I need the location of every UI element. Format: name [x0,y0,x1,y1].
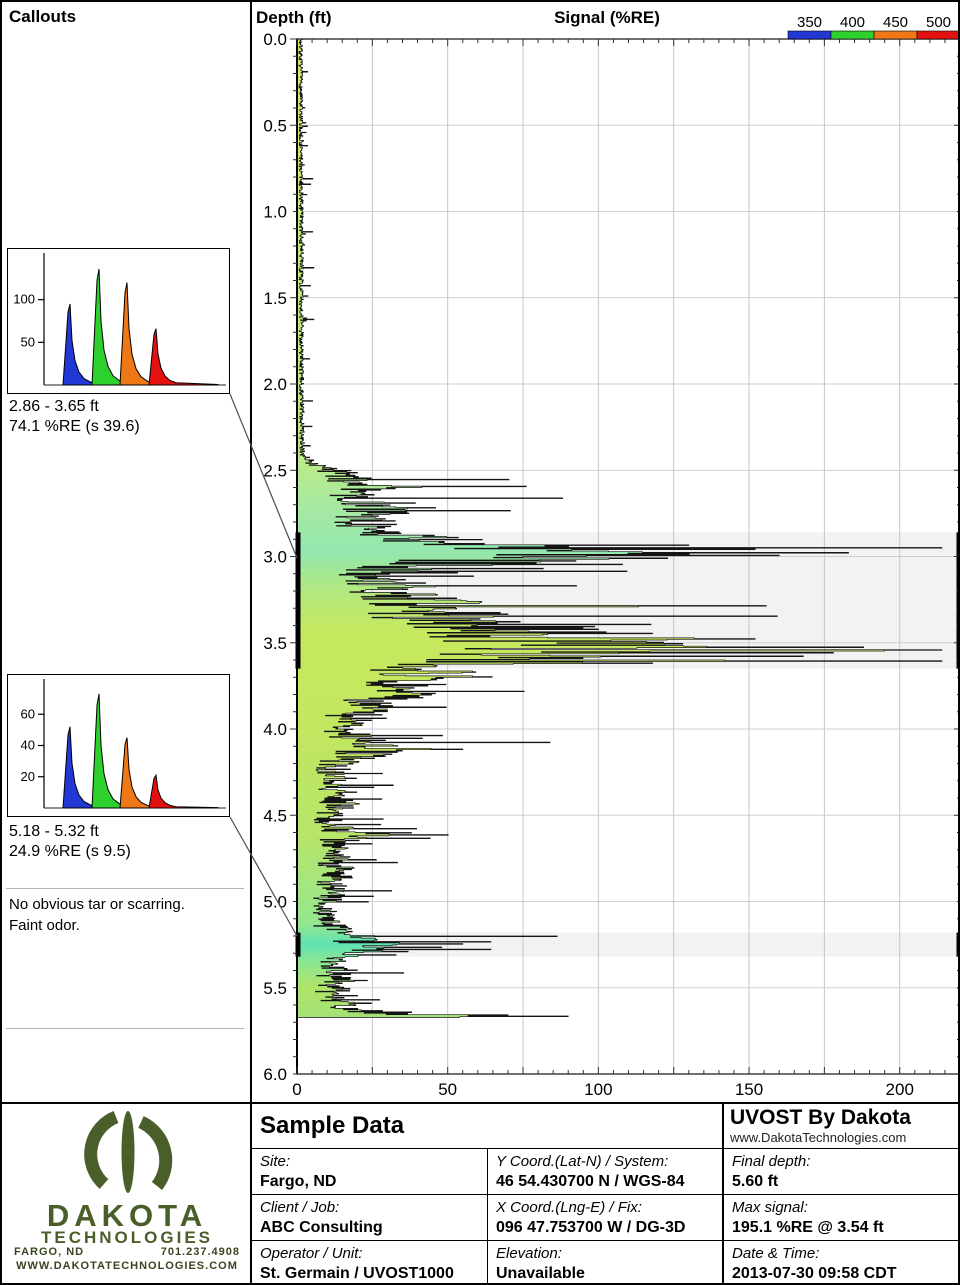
date-time-cell: Date & Time: 2013-07-30 09:58 CDT [722,1240,958,1283]
client-job-value: ABC Consulting [260,1219,383,1236]
callout-waveform-chart-1: 50 100 [13,253,226,386]
y-coord-label: Y Coord.(Lat-N) / System: [496,1153,669,1170]
callout-signal-label-2: 24.9 %RE (s 9.5) [9,843,131,860]
logo-url: www.DakotaTechnologies.com [16,1260,238,1272]
max-signal-value: 195.1 %RE @ 3.54 ft [732,1219,884,1236]
operator-unit-value: St. Germain / UVOST1000 [260,1265,454,1282]
logo-contact-row: Fargo, ND 701.237.4908 [14,1246,240,1258]
logo-name-text: DAKOTA [46,1198,208,1233]
svg-text:20: 20 [21,769,35,784]
svg-text:4.0: 4.0 [263,720,287,739]
depth-log-chart: 0.00.51.01.52.02.53.03.54.04.55.05.56.00… [263,14,958,1099]
spectral-peak-400nm [91,693,126,809]
client-job-label: Client / Job: [260,1199,340,1216]
brand-title: UVOST By Dakota [730,1106,911,1129]
x-coord-label: X Coord.(Lng-E) / Fix: [496,1199,642,1216]
chart-panel: Depth (ft) Signal (%RE) 0.0 0.5 1.0 1.5 2.0 2… [252,2,958,1102]
callout-signal-label-1: 74.1 %RE (s 39.6) [9,418,140,435]
svg-text:2.0: 2.0 [263,375,287,394]
logo-sub-text: TECHNOLOGIES [40,1228,213,1247]
svg-text:150: 150 [735,1080,763,1099]
note-divider-bottom [6,1028,244,1029]
spectral-peak-500nm [148,773,219,809]
final-depth-cell: Final depth: 5.60 ft [722,1148,958,1194]
date-time-value: 2013-07-30 09:58 CDT [732,1265,897,1282]
x-coord-cell: X Coord.(Lng-E) / Fix: 096 47.753700 W /… [487,1194,722,1240]
site-label: Site: [260,1153,291,1170]
y-coord-value: 46 54.430700 N / WGS-84 [496,1173,685,1190]
svg-text:500: 500 [926,14,951,31]
svg-text:6.0: 6.0 [263,1065,287,1084]
svg-text:50: 50 [21,334,35,349]
callout-range-label-1: 2.86 - 3.65 ft [9,398,99,415]
y-coord-cell: Y Coord.(Lat-N) / System: 46 54.430700 N… [487,1148,722,1194]
spectral-peak-450nm [119,737,154,809]
spectral-peak-350nm [62,303,97,386]
signal-axis-title: Signal (%RE) [554,8,660,27]
dakota-logo-icon [84,1110,173,1193]
spectral-peak-400nm [91,268,126,386]
svg-text:3.0: 3.0 [263,548,287,567]
svg-text:1.0: 1.0 [263,203,287,222]
date-time-label: Date & Time: [732,1245,820,1262]
svg-text:3.5: 3.5 [263,634,287,653]
max-signal-label: Max signal: [732,1199,808,1216]
callout-range-label-2: 5.18 - 5.32 ft [9,823,99,840]
callout-box-1: 50 100 [7,248,230,394]
callouts-panel-title: Callouts [9,7,77,26]
svg-text:5.0: 5.0 [263,893,287,912]
svg-text:2.5: 2.5 [263,461,287,480]
site-cell: Site: Fargo, ND [252,1148,487,1194]
callout-note-line-2: Faint odor. [9,917,80,934]
wavelength-colorbar: 350 400 450 500 [787,14,958,40]
callout-waveform-chart-2: 20 40 60 [21,679,226,809]
logo-city: Fargo, ND [14,1246,85,1258]
elevation-cell: Elevation: Unavailable [487,1240,722,1283]
svg-text:350: 350 [797,14,822,31]
signal-trace [297,38,943,1018]
client-job-cell: Client / Job: ABC Consulting [252,1194,487,1240]
svg-text:0.5: 0.5 [263,116,287,135]
svg-text:100: 100 [13,292,35,307]
logo-cell: DAKOTA TECHNOLOGIES Fargo, ND 701.237.49… [2,1102,252,1283]
spectral-peak-350nm [62,726,97,809]
logo-phone: 701.237.4908 [160,1246,240,1258]
svg-text:100: 100 [584,1080,612,1099]
svg-text:5.5: 5.5 [263,979,287,998]
svg-text:450: 450 [883,14,908,31]
final-depth-label: Final depth: [732,1153,811,1170]
svg-text:400: 400 [840,14,865,31]
brand-url: www.DakotaTechnologies.com [730,1130,907,1145]
max-signal-cell: Max signal: 195.1 %RE @ 3.54 ft [722,1194,958,1240]
callouts-panel: Callouts 50 100 2.86 - 3.65 ft 74.1 %RE (… [2,2,252,1102]
svg-text:50: 50 [438,1080,457,1099]
elevation-label: Elevation: [496,1245,562,1262]
svg-text:1.5: 1.5 [263,289,287,308]
final-depth-value: 5.60 ft [732,1173,779,1190]
depth-tick-labels: 0.0 0.5 1.0 1.5 2.0 2.5 3.0 3.5 4.0 4.5 5.0 5.5 6.0 [263,30,287,1084]
spectral-peak-450nm [119,282,154,386]
spectral-peak-500nm [148,328,219,386]
callout-note-line-1: No obvious tar or scarring. [9,896,185,913]
brand-cell: UVOST By Dakota www.DakotaTechnologies.c… [722,1102,958,1148]
svg-text:0.0: 0.0 [263,30,287,49]
site-value: Fargo, ND [260,1173,337,1190]
sample-data-header-cell: Sample Data [252,1102,722,1148]
signal-tick-labels: 0 50 100 150 200 [292,1080,914,1099]
depth-axis-title: Depth (ft) [256,8,332,27]
callout-box-2: 20 40 60 [7,674,230,817]
note-divider-top [6,888,244,889]
svg-text:0: 0 [292,1080,301,1099]
svg-text:60: 60 [21,706,35,721]
svg-text:4.5: 4.5 [263,806,287,825]
operator-unit-label: Operator / Unit: [260,1245,363,1262]
operator-unit-cell: Operator / Unit: St. Germain / UVOST1000 [252,1240,487,1283]
svg-text:200: 200 [886,1080,914,1099]
report-title: Sample Data [260,1112,405,1139]
elevation-value: Unavailable [496,1265,585,1282]
x-coord-value: 096 47.753700 W / DG-3D [496,1219,686,1236]
svg-text:40: 40 [21,738,35,753]
